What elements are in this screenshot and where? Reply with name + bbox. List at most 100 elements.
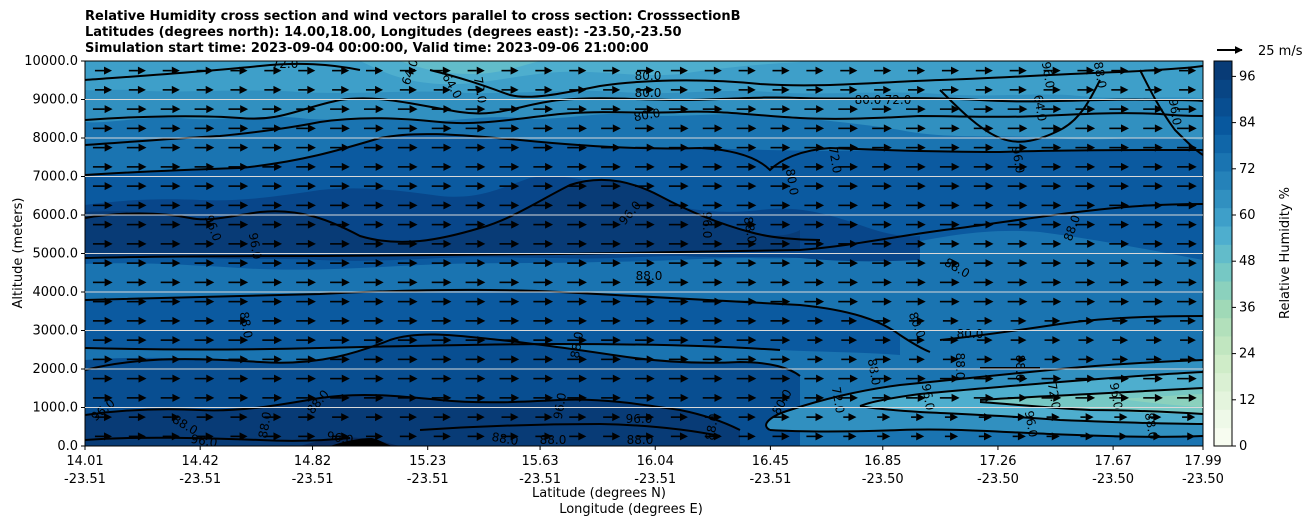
wind-arrow-head (375, 336, 384, 345)
wind-arrow-head (950, 413, 959, 422)
colorbar-swatch (1214, 391, 1232, 410)
chart-title-line-2: Latitudes (degrees north): 14.00,18.00, … (85, 25, 682, 40)
wind-arrow-head (341, 297, 350, 306)
wind-arrow-head (206, 143, 215, 152)
wind-arrow-head (104, 239, 113, 248)
wind-arrow-head (782, 220, 791, 229)
x-tick-label-lat: 16.85 (864, 454, 901, 469)
wind-arrow-head (1188, 201, 1197, 210)
wind-arrow-head (612, 413, 621, 422)
wind-arrow-head (985, 201, 994, 210)
contour-line (419, 422, 721, 437)
wind-arrow-head (680, 374, 689, 383)
wind-arrow-head (816, 297, 825, 306)
colorbar-tick-label: 48 (1239, 254, 1256, 269)
wind-arrow-head (239, 413, 248, 422)
wind-arrow-head (612, 239, 621, 248)
wind-arrow-head (137, 66, 146, 75)
wind-reference-label: 25 m/s (1258, 44, 1303, 59)
wind-arrow-head (239, 432, 248, 441)
wind-arrow-head (1154, 201, 1163, 210)
contour-label: 96.0 (190, 432, 219, 450)
contour-label: 72.0 (471, 76, 489, 105)
wind-arrow-head (714, 297, 723, 306)
wind-arrow-head (476, 85, 485, 94)
wind-arrow-head (1019, 259, 1028, 268)
wind-arrow-head (1017, 432, 1026, 441)
wind-arrow-head (409, 239, 418, 248)
contour-label: 88.0 (1142, 412, 1160, 441)
wind-arrow-head (916, 432, 925, 441)
contour-label: 72.0 (272, 57, 299, 71)
wind-arrow-head (917, 85, 926, 94)
wind-arrow-head (1053, 201, 1062, 210)
contour-label: 88.0 (636, 269, 663, 283)
wind-arrow-head (544, 432, 553, 441)
contour-label: 96.0 (626, 412, 653, 426)
contour-line (859, 405, 1203, 425)
wind-arrow-head (409, 220, 418, 229)
wind-arrow-head (951, 201, 960, 210)
wind-arrow-head (849, 105, 858, 114)
wind-arrow-head (511, 220, 520, 229)
wind-arrow-head (782, 239, 791, 248)
wind-arrow-head (782, 201, 791, 210)
wind-arrow-head (274, 316, 283, 325)
wind-arrow-head (307, 162, 316, 171)
wind-arrow-head (680, 316, 689, 325)
y-tick-label: 5000.0 (33, 247, 79, 262)
wind-arrow-head (714, 336, 723, 345)
wind-arrow-head (206, 297, 215, 306)
wind-arrow-head (137, 85, 146, 94)
wind-arrow-head (172, 374, 181, 383)
wind-arrow-head (1153, 432, 1162, 441)
wind-arrow-head (205, 85, 214, 94)
wind-arrow-head (307, 355, 316, 364)
wind-arrow-head (883, 220, 892, 229)
wind-reference-key: 25 m/s (1217, 44, 1303, 59)
wind-arrow-head (714, 162, 723, 171)
wind-arrow-head (1087, 239, 1096, 248)
wind-arrow-head (511, 278, 520, 287)
contour-line (769, 428, 1203, 438)
wind-arrow-head (578, 85, 587, 94)
wind-arrow-head (882, 316, 891, 325)
wind-arrow-head (274, 239, 283, 248)
wind-arrow-head (985, 259, 994, 268)
wind-arrow-head (341, 432, 350, 441)
wind-arrow-head (849, 259, 858, 268)
wind-arrow-head (307, 66, 316, 75)
wind-arrow-head (239, 85, 248, 94)
wind-arrow-head (104, 278, 113, 287)
wind-arrow-head (816, 239, 825, 248)
wind-arrow-head (205, 432, 214, 441)
wind-arrow-head (1154, 85, 1163, 94)
wind-arrow-head (1087, 259, 1096, 268)
wind-arrow-head (782, 105, 791, 114)
wind-arrow-head (578, 201, 587, 210)
contour-label: 80.0 (957, 327, 984, 341)
wind-arrow-head (511, 355, 520, 364)
wind-arrow-head (1121, 220, 1130, 229)
x-tick-label-lat: 14.82 (294, 454, 331, 469)
wind-arrow-head (341, 336, 350, 345)
wind-arrow-head (442, 432, 451, 441)
wind-arrow-head (274, 355, 283, 364)
wind-arrow-head (748, 316, 757, 325)
wind-arrow-head (748, 124, 757, 133)
wind-arrow-head (1188, 374, 1197, 383)
wind-arrow-head (680, 220, 689, 229)
wind-arrow-head (442, 413, 451, 422)
wind-arrow-head (849, 162, 858, 171)
wind-arrow-head (578, 355, 587, 364)
wind-arrow-head (1052, 85, 1061, 94)
wind-arrow-head (882, 355, 891, 364)
wind-arrow-head (951, 162, 960, 171)
wind-arrow-head (646, 316, 655, 325)
contour-label: 96.0 (1009, 146, 1027, 175)
wind-arrow-head (782, 182, 791, 191)
colorbar-swatch (1214, 79, 1232, 99)
x-axis-label-latitude: Latitude (degrees N) (532, 486, 666, 501)
wind-arrow-head (782, 355, 791, 364)
wind-arrow-head (883, 259, 892, 268)
